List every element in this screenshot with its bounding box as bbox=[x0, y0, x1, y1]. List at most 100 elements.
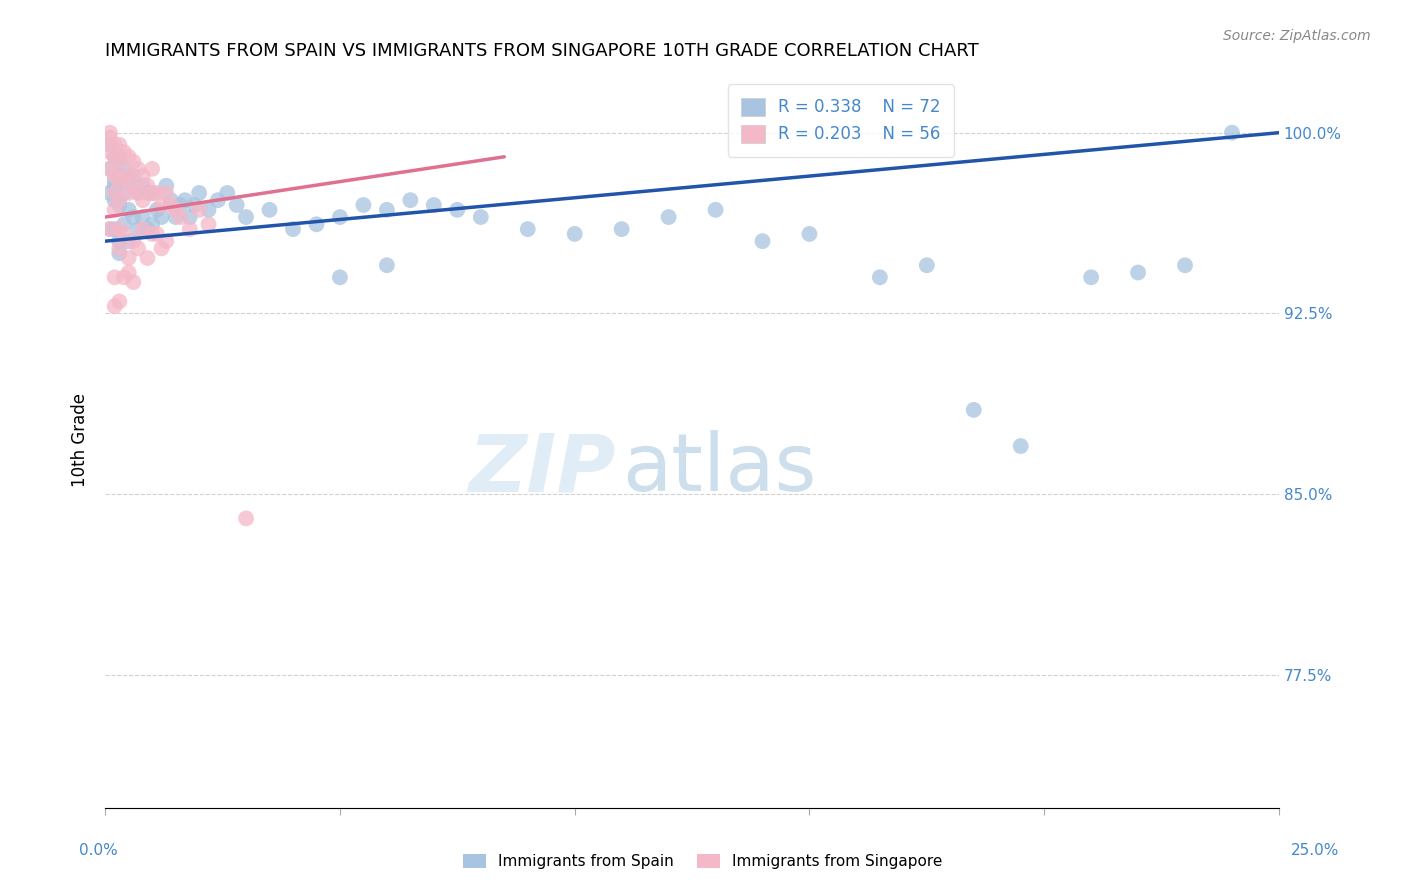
Point bbox=[98, 145, 121, 159]
Point bbox=[108, 241, 131, 255]
Point bbox=[104, 150, 127, 164]
Point bbox=[98, 186, 121, 200]
Point bbox=[165, 210, 187, 224]
Point bbox=[127, 241, 149, 255]
Point bbox=[118, 169, 141, 183]
Point bbox=[127, 186, 149, 200]
Point bbox=[160, 198, 183, 212]
Point bbox=[165, 202, 187, 217]
Point bbox=[104, 222, 127, 236]
Point bbox=[104, 299, 127, 313]
Point bbox=[150, 198, 173, 212]
Point bbox=[799, 227, 821, 241]
Text: ZIP: ZIP bbox=[468, 431, 616, 508]
Point bbox=[98, 222, 121, 236]
Point bbox=[118, 265, 141, 279]
Point bbox=[118, 174, 141, 188]
Point bbox=[108, 150, 131, 164]
Point bbox=[155, 186, 177, 200]
Point bbox=[118, 150, 141, 164]
Point bbox=[112, 161, 135, 176]
Point bbox=[104, 150, 127, 164]
Text: Source: ZipAtlas.com: Source: ZipAtlas.com bbox=[1223, 29, 1371, 43]
Point bbox=[470, 210, 492, 224]
Point bbox=[329, 210, 352, 224]
Point bbox=[108, 154, 131, 169]
Point bbox=[1126, 265, 1149, 279]
Point bbox=[150, 241, 173, 255]
Point bbox=[108, 222, 131, 236]
Point bbox=[112, 186, 135, 200]
Point bbox=[1080, 270, 1102, 285]
Point bbox=[98, 130, 121, 145]
Text: 0.0%: 0.0% bbox=[79, 843, 118, 858]
Point bbox=[150, 210, 173, 224]
Point bbox=[146, 227, 169, 241]
Y-axis label: 10th Grade: 10th Grade bbox=[72, 393, 89, 487]
Point bbox=[197, 217, 219, 231]
Point bbox=[1010, 439, 1032, 453]
Point bbox=[446, 202, 468, 217]
Point bbox=[329, 270, 352, 285]
Point bbox=[305, 217, 328, 231]
Point bbox=[104, 174, 127, 188]
Point bbox=[281, 222, 304, 236]
Point bbox=[132, 169, 155, 183]
Point bbox=[108, 169, 131, 183]
Point bbox=[179, 210, 201, 224]
Point bbox=[188, 186, 211, 200]
Point bbox=[132, 210, 155, 224]
Point bbox=[118, 234, 141, 248]
Point bbox=[122, 154, 145, 169]
Point bbox=[1220, 126, 1243, 140]
Point bbox=[127, 222, 149, 236]
Point bbox=[963, 403, 986, 417]
Point bbox=[183, 198, 205, 212]
Point bbox=[104, 137, 127, 152]
Point bbox=[141, 217, 163, 231]
Point bbox=[155, 234, 177, 248]
Point bbox=[122, 178, 145, 193]
Point bbox=[188, 202, 211, 217]
Point bbox=[423, 198, 446, 212]
Point bbox=[122, 169, 145, 183]
Point bbox=[98, 222, 121, 236]
Point bbox=[141, 161, 163, 176]
Point bbox=[225, 198, 247, 212]
Point bbox=[136, 178, 159, 193]
Text: atlas: atlas bbox=[621, 431, 815, 508]
Point bbox=[160, 193, 183, 207]
Point bbox=[108, 174, 131, 188]
Point bbox=[98, 161, 121, 176]
Point bbox=[704, 202, 727, 217]
Point bbox=[98, 126, 121, 140]
Point bbox=[112, 270, 135, 285]
Point bbox=[132, 178, 155, 193]
Point bbox=[118, 202, 141, 217]
Point bbox=[127, 161, 149, 176]
Point bbox=[136, 186, 159, 200]
Point bbox=[610, 222, 633, 236]
Point bbox=[869, 270, 891, 285]
Point bbox=[915, 258, 938, 272]
Text: IMMIGRANTS FROM SPAIN VS IMMIGRANTS FROM SINGAPORE 10TH GRADE CORRELATION CHART: IMMIGRANTS FROM SPAIN VS IMMIGRANTS FROM… bbox=[105, 42, 979, 60]
Point bbox=[127, 186, 149, 200]
Point bbox=[98, 161, 121, 176]
Point bbox=[132, 193, 155, 207]
Point bbox=[375, 202, 398, 217]
Point bbox=[108, 193, 131, 207]
Point bbox=[179, 222, 201, 236]
Point bbox=[136, 251, 159, 265]
Point bbox=[112, 227, 135, 241]
Point bbox=[122, 234, 145, 248]
Point bbox=[146, 202, 169, 217]
Point bbox=[136, 222, 159, 236]
Point bbox=[658, 210, 681, 224]
Point bbox=[375, 258, 398, 272]
Point bbox=[104, 270, 127, 285]
Point bbox=[259, 202, 281, 217]
Point bbox=[104, 193, 127, 207]
Point bbox=[122, 210, 145, 224]
Point bbox=[169, 198, 191, 212]
Point bbox=[751, 234, 773, 248]
